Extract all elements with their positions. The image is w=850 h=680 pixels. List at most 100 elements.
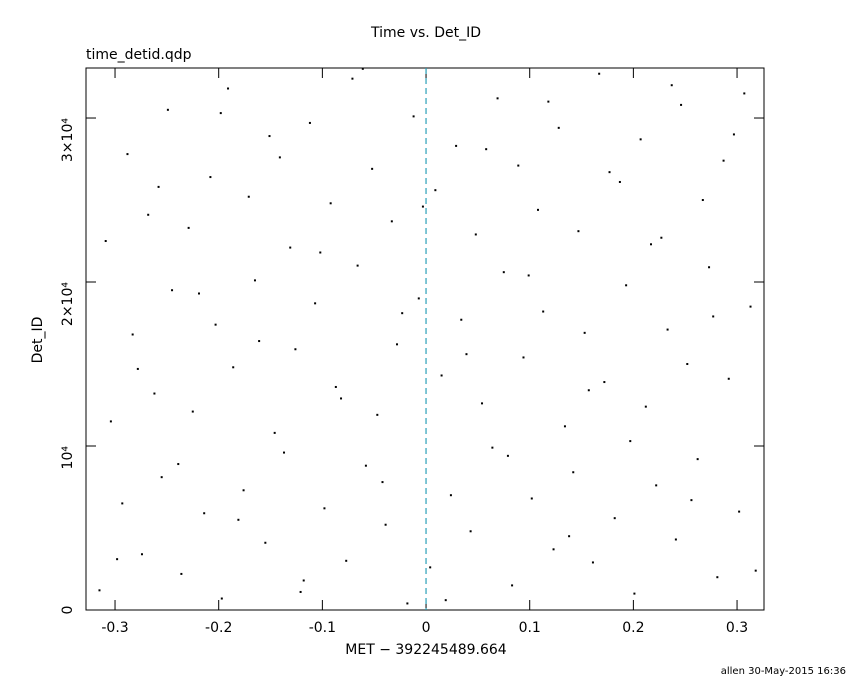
point	[361, 67, 364, 70]
point	[345, 559, 348, 562]
point	[434, 189, 437, 192]
point	[381, 481, 384, 484]
point	[308, 121, 311, 124]
x-axis-label: MET − 392245489.664	[345, 642, 507, 658]
point	[116, 558, 119, 561]
point	[511, 584, 514, 587]
point	[552, 548, 555, 551]
point	[644, 405, 647, 408]
point	[608, 171, 611, 174]
point	[191, 410, 194, 413]
point	[160, 476, 163, 479]
point	[474, 233, 477, 236]
point	[278, 156, 281, 159]
point	[743, 92, 746, 95]
point	[227, 87, 230, 90]
point	[126, 153, 129, 156]
point	[140, 553, 143, 556]
point	[496, 97, 499, 100]
point	[209, 176, 212, 179]
point	[666, 328, 669, 331]
point	[660, 236, 663, 239]
point	[732, 133, 735, 136]
point	[506, 454, 509, 457]
point	[396, 343, 399, 346]
y-tick-label: 0	[60, 606, 76, 615]
y-tick-label: 3×10⁴	[60, 118, 76, 162]
point	[258, 340, 261, 343]
point	[180, 572, 183, 575]
point	[253, 279, 256, 282]
point	[690, 499, 693, 502]
point	[109, 420, 112, 423]
point	[364, 464, 367, 467]
point	[121, 502, 124, 505]
point	[517, 164, 520, 167]
point	[371, 167, 374, 170]
y-axis-label: Det_ID	[30, 317, 46, 364]
point	[153, 392, 156, 395]
point	[171, 289, 174, 292]
point	[401, 312, 404, 315]
x-tick-label: -0.2	[205, 620, 232, 636]
point	[444, 599, 447, 602]
point	[537, 208, 539, 211]
point	[629, 440, 632, 443]
point	[390, 220, 393, 223]
point	[598, 72, 601, 75]
point	[568, 535, 571, 538]
chart-title: Time vs. Det_ID	[370, 25, 481, 41]
point	[187, 226, 190, 229]
point	[417, 297, 420, 300]
point	[491, 446, 494, 449]
point	[613, 517, 616, 520]
point	[302, 579, 305, 582]
point	[157, 185, 160, 188]
point	[460, 318, 463, 321]
x-tick-label: 0.1	[519, 620, 541, 636]
point	[572, 471, 575, 474]
point	[738, 510, 741, 513]
point	[177, 463, 180, 466]
point	[530, 497, 533, 500]
point	[749, 305, 752, 308]
point	[583, 331, 586, 334]
point	[232, 366, 235, 369]
point	[754, 569, 757, 572]
point	[618, 180, 621, 183]
point	[727, 377, 730, 380]
point	[481, 402, 484, 405]
point	[722, 159, 725, 162]
chart-subtitle: time_detid.qdp	[86, 47, 192, 63]
point	[696, 458, 699, 461]
point	[203, 512, 206, 515]
point	[603, 381, 606, 384]
point	[323, 507, 326, 510]
point	[273, 431, 276, 434]
point	[98, 589, 101, 592]
point	[639, 138, 642, 141]
y-tick-label: 2×10⁴	[60, 282, 76, 326]
plot-frame	[85, 67, 765, 611]
point	[680, 103, 683, 106]
point	[449, 494, 452, 497]
point	[384, 523, 387, 526]
point	[522, 356, 525, 359]
point	[214, 323, 217, 326]
point	[485, 148, 488, 151]
point	[166, 108, 169, 111]
point	[294, 348, 297, 351]
point	[686, 363, 689, 366]
point	[547, 100, 550, 103]
point	[633, 592, 636, 595]
point	[136, 367, 139, 370]
point	[465, 353, 468, 356]
point	[242, 489, 245, 492]
point	[542, 310, 545, 313]
point	[557, 126, 560, 129]
point	[268, 135, 271, 138]
point	[319, 251, 322, 254]
point	[406, 602, 409, 605]
